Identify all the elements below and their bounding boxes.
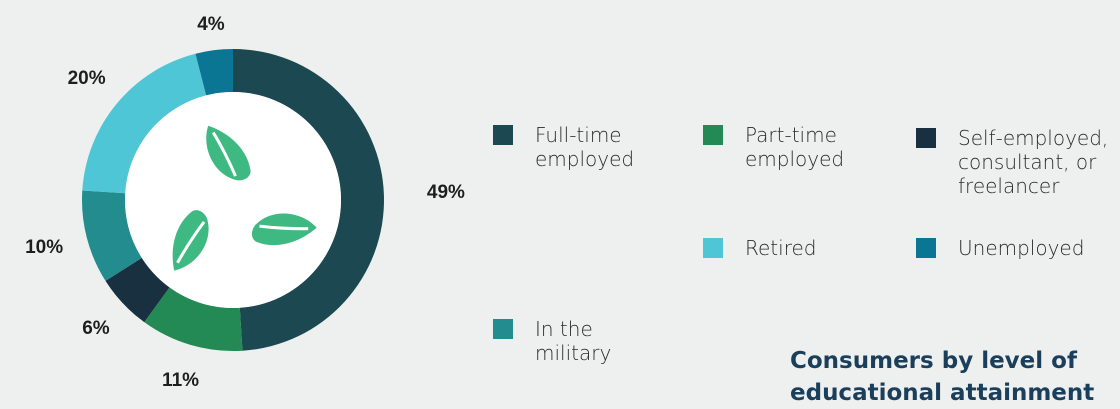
legend-label: Full-time employed: [535, 123, 635, 171]
legend-label: In the military: [535, 317, 612, 365]
legend-item: Self-employed, consultant, or freelancer: [916, 126, 1108, 198]
legend-item: In the military: [493, 317, 611, 365]
legend-item: Full-time employed: [493, 123, 634, 171]
legend-swatch: [493, 319, 513, 339]
data-label: 11%: [162, 369, 200, 391]
donut-slice-full-time-employed: [233, 49, 384, 351]
legend-swatch: [493, 125, 513, 145]
legend-swatch: [703, 238, 723, 258]
legend-item: Unemployed: [916, 236, 1084, 260]
section-heading: Consumers by level of educational attain…: [790, 348, 1095, 406]
data-label: 10%: [25, 237, 64, 259]
legend-label: Unemployed: [958, 236, 1085, 260]
donut-slice-part-time-employed: [144, 287, 243, 351]
donut-slice-in-the-military: [82, 190, 142, 281]
donut-slice-unemployed: [195, 49, 233, 96]
data-label: 6%: [82, 317, 110, 339]
legend-swatch: [916, 238, 936, 258]
legend-label: Retired: [745, 236, 817, 260]
legend-item: Retired: [703, 236, 816, 260]
legend-label: Self-employed, consultant, or freelancer: [958, 126, 1109, 198]
donut-svg: [82, 49, 384, 351]
donut-chart: 49% 11% 6% 10% 20% 4%: [0, 0, 470, 394]
legend-label: Part-time employed: [745, 123, 845, 171]
data-label: 49%: [426, 182, 465, 204]
data-label: 20%: [67, 67, 106, 89]
legend-swatch: [703, 125, 723, 145]
legend-swatch: [916, 128, 936, 148]
donut-hole: [125, 92, 341, 308]
recycle-leaves-icon: [172, 125, 317, 271]
donut-slice-retired: [82, 53, 207, 194]
data-label: 4%: [197, 14, 225, 36]
donut-slice-self-employed-consultant-or-freelancer: [105, 257, 170, 323]
legend-item: Part-time employed: [703, 123, 844, 171]
